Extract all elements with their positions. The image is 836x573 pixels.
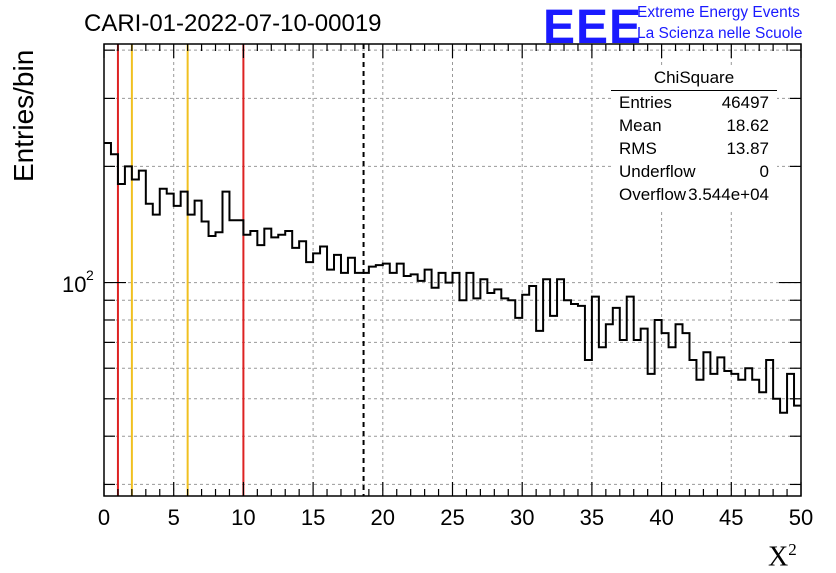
stats-key: Overflow: [619, 185, 687, 204]
axis-ticks: [103, 44, 802, 496]
eee-logo-icon: EEE: [543, 1, 643, 54]
vertical-marker-lines: [116, 44, 365, 496]
x-axis-label-base: X: [768, 541, 789, 573]
stats-key: Mean: [619, 116, 662, 135]
stats-value: 46497: [721, 93, 769, 112]
x-tick-label: 5: [168, 505, 180, 530]
x-tick-label: 0: [98, 505, 110, 530]
x-tick-label: 20: [371, 505, 395, 530]
stats-box: ChiSquare Entries 46497 Mean 18.62 RMS 1…: [611, 66, 777, 212]
stats-row-entries: Entries 46497: [619, 93, 769, 115]
x-axis-label: X2: [768, 540, 797, 573]
stats-row-overflow: Overflow 3.544e+04: [619, 185, 769, 207]
x-tick-label: 45: [719, 505, 743, 530]
stats-title: ChiSquare: [653, 68, 735, 87]
stats-row-mean: Mean 18.62: [619, 116, 769, 138]
y-tick-label-exponent: 2: [86, 267, 94, 283]
stats-value: 0: [759, 162, 769, 181]
stats-row-underflow: Underflow 0: [619, 162, 769, 184]
x-tick-label: 30: [510, 505, 534, 530]
stats-row-rms: RMS 13.87: [619, 139, 769, 161]
x-tick-labels: 0 5 10 15 20 25 30 35 40 45 50: [98, 505, 813, 530]
stats-key: Entries: [619, 93, 672, 112]
stats-key: RMS: [619, 139, 657, 158]
histogram-series: [104, 141, 801, 414]
chart-title: CARI-01-2022-07-10-00019: [84, 10, 382, 37]
eee-tagline-1: Extreme Energy Events: [637, 4, 800, 21]
x-tick-label: 40: [649, 505, 673, 530]
y-axis-label: Entries/bin: [8, 49, 39, 182]
x-tick-label: 50: [789, 505, 813, 530]
x-tick-label: 25: [440, 505, 464, 530]
stats-value: 13.87: [726, 139, 769, 158]
eee-tagline-2: La Scienza nelle Scuole: [637, 25, 803, 42]
y-tick-labels: 10 2: [62, 267, 94, 297]
y-tick-label-base: 10: [62, 272, 86, 297]
x-tick-label: 15: [301, 505, 325, 530]
stats-key: Underflow: [619, 162, 696, 181]
x-axis-label-superscript: 2: [788, 540, 797, 559]
stats-divider: [611, 90, 777, 91]
x-tick-label: 10: [231, 505, 255, 530]
stats-value: 3.544e+04: [688, 185, 769, 204]
stats-value: 18.62: [726, 116, 769, 135]
x-tick-label: 35: [580, 505, 604, 530]
